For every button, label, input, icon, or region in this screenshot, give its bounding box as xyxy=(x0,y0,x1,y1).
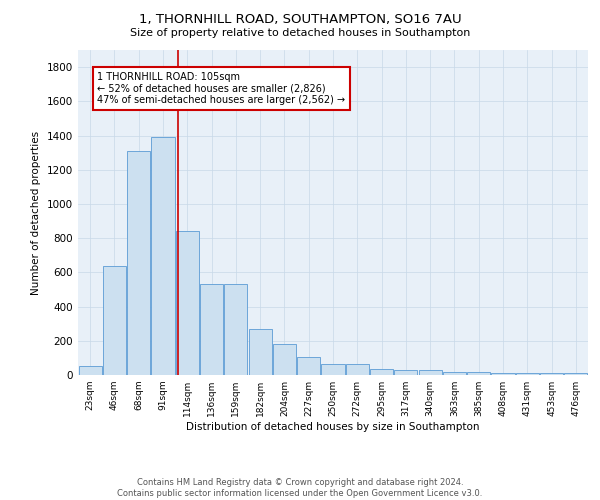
Bar xyxy=(394,370,418,375)
Text: 1, THORNHILL ROAD, SOUTHAMPTON, SO16 7AU: 1, THORNHILL ROAD, SOUTHAMPTON, SO16 7AU xyxy=(139,12,461,26)
Bar xyxy=(248,329,272,375)
Bar xyxy=(200,284,223,375)
Bar xyxy=(370,369,393,375)
Bar xyxy=(540,374,563,375)
Bar xyxy=(565,374,587,375)
Bar xyxy=(491,374,515,375)
Bar xyxy=(127,151,150,375)
Bar xyxy=(273,344,296,375)
Bar xyxy=(346,364,369,375)
Text: Size of property relative to detached houses in Southampton: Size of property relative to detached ho… xyxy=(130,28,470,38)
Bar xyxy=(516,374,539,375)
Bar xyxy=(151,137,175,375)
Y-axis label: Number of detached properties: Number of detached properties xyxy=(31,130,41,294)
X-axis label: Distribution of detached houses by size in Southampton: Distribution of detached houses by size … xyxy=(186,422,480,432)
Bar xyxy=(443,372,466,375)
Bar xyxy=(79,366,101,375)
Text: 1 THORNHILL ROAD: 105sqm
← 52% of detached houses are smaller (2,826)
47% of sem: 1 THORNHILL ROAD: 105sqm ← 52% of detach… xyxy=(97,72,346,106)
Bar xyxy=(103,266,126,375)
Bar xyxy=(176,232,199,375)
Bar xyxy=(467,372,490,375)
Bar xyxy=(224,284,247,375)
Bar xyxy=(419,370,442,375)
Bar xyxy=(322,364,344,375)
Text: Contains HM Land Registry data © Crown copyright and database right 2024.
Contai: Contains HM Land Registry data © Crown c… xyxy=(118,478,482,498)
Bar xyxy=(297,357,320,375)
